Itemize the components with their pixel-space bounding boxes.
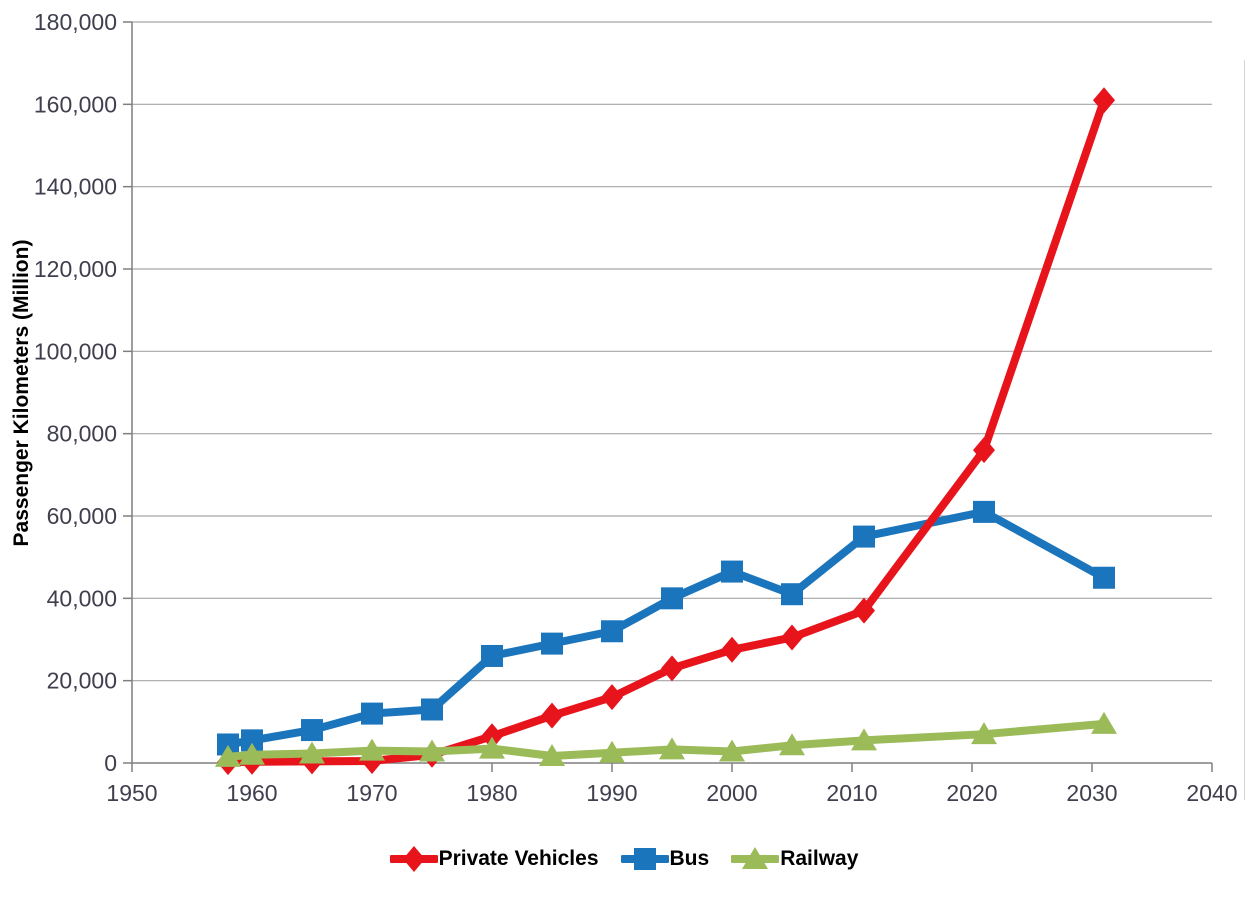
x-tick-label: 2030 (1066, 780, 1117, 806)
series-bus-marker (781, 583, 803, 606)
x-tick-label: 2020 (946, 780, 997, 806)
series-bus-marker (853, 525, 875, 548)
private-vehicles-line-marker-icon (389, 846, 438, 872)
series-railway-marker (539, 744, 565, 767)
series-private-vehicles-marker (541, 702, 563, 729)
series-bus-marker (421, 698, 443, 721)
legend-item-railway: Railway (731, 845, 858, 873)
series-railway-marker (1091, 711, 1117, 734)
x-tick-label: 1970 (346, 780, 397, 806)
series-private-vehicles-marker (853, 597, 875, 624)
series-private-vehicles-marker (781, 624, 803, 651)
series-railway-marker (971, 722, 997, 745)
series-bus-marker (601, 620, 623, 643)
passenger-kilometers-chart: 0 20,000 40,000 60,000 80,000 100,000 120,000 1… (34, 9, 1238, 806)
series-railway-marker (215, 744, 241, 767)
y-tick-label: 180,000 (34, 9, 117, 35)
series-private-vehicles (217, 87, 1115, 776)
y-tick-label: 80,000 (47, 421, 117, 447)
series-bus-marker (973, 500, 995, 523)
series-private-vehicles-marker (481, 723, 503, 750)
series-railway-marker (359, 738, 385, 761)
y-tick-label: 100,000 (34, 338, 117, 364)
y-tick-label: 160,000 (34, 91, 117, 117)
gridlines (132, 21, 1212, 682)
series-railway-marker (239, 742, 265, 765)
series-bus-marker (301, 719, 323, 742)
x-tick-label: 1960 (226, 780, 277, 806)
tick-labels: 0 20,000 40,000 60,000 80,000 100,000 120,000 1… (34, 9, 1238, 806)
series-private-vehicles-marker (721, 636, 743, 663)
series-bus-marker (361, 702, 383, 725)
series-bus (217, 500, 1115, 756)
legend-label: Bus (669, 847, 710, 870)
x-tick-label: 1990 (586, 780, 637, 806)
series-railway-marker (299, 741, 325, 764)
y-tick-label: 40,000 (47, 585, 117, 611)
series-bus-marker (241, 729, 263, 752)
image-frame-edge (1244, 60, 1245, 800)
series-private-vehicles-marker (601, 684, 623, 711)
y-tick-label: 20,000 (47, 668, 117, 694)
series-bus-marker (541, 632, 563, 655)
series-bus-marker (217, 733, 239, 756)
x-tick-label: 2010 (826, 780, 877, 806)
legend-marker-glyph (742, 847, 769, 869)
legend-label: Railway (780, 847, 859, 870)
y-axis-title: Passenger Kilometers (Million) (10, 239, 33, 547)
legend-marker-glyph (633, 848, 656, 870)
series-railway-marker (419, 739, 445, 762)
series-bus-marker (481, 644, 503, 667)
bus-line-marker-icon (620, 848, 669, 870)
chart-legend: Private Vehicles Bus Railway (0, 845, 1248, 873)
series-railway-line (224, 719, 1108, 761)
x-tick-label: 1980 (466, 780, 517, 806)
y-tick-label: 140,000 (34, 174, 117, 200)
y-tick-label: 120,000 (34, 256, 117, 282)
series-private-vehicles-marker (661, 655, 683, 682)
series-private-vehicles-marker (1093, 87, 1115, 114)
series-railway-marker (659, 737, 685, 760)
legend-item-private-vehicles: Private Vehicles (389, 845, 599, 873)
series-railway-marker (719, 739, 745, 762)
series-bus-line (224, 507, 1108, 749)
series-railway (215, 711, 1117, 767)
x-tick-label: 1950 (106, 780, 157, 806)
railway-line-marker-icon (731, 847, 780, 869)
x-tick-label: 2000 (706, 780, 757, 806)
series-railway-marker (851, 728, 877, 751)
series-private-vehicles-marker (973, 437, 995, 464)
legend-marker-glyph (402, 846, 425, 872)
legend-label: Private Vehicles (438, 847, 599, 870)
series-bus-marker (721, 560, 743, 583)
series-bus-marker (1093, 566, 1115, 589)
series-railway-marker (779, 733, 805, 756)
series-railway-marker (599, 740, 625, 763)
series-railway-marker (479, 736, 505, 759)
x-tick-label: 2040 (1186, 780, 1237, 806)
series-bus-marker (661, 587, 683, 610)
legend-item-bus: Bus (620, 845, 710, 873)
axes (123, 21, 1213, 772)
y-tick-label: 60,000 (47, 503, 117, 529)
y-tick-label: 0 (104, 750, 117, 776)
